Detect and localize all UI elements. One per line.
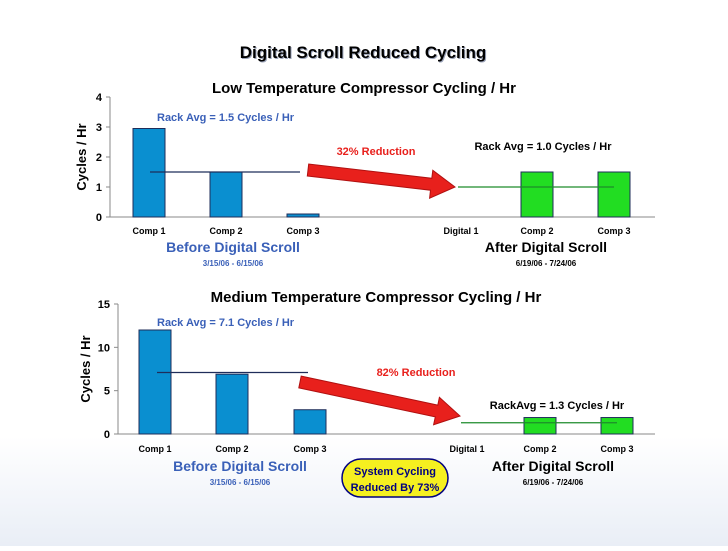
group-label-after: After Digital Scroll (485, 239, 607, 255)
category-label: Digital 1 (443, 226, 478, 236)
group-label-before: Before Digital Scroll (173, 458, 307, 474)
group-label-after: After Digital Scroll (492, 458, 614, 474)
avg-label-before: Rack Avg = 7.1 Cycles / Hr (157, 317, 295, 329)
chart-title: Medium Temperature Compressor Cycling / … (211, 289, 542, 306)
group-dates-after: 6/19/06 - 7/24/06 (516, 259, 577, 268)
y-tick-label: 1 (96, 182, 102, 194)
bar (215, 373, 249, 435)
category-label: Comp 2 (523, 444, 556, 454)
y-tick-label: 3 (96, 122, 102, 134)
reduction-arrow (298, 375, 461, 426)
y-tick-label: 0 (104, 429, 110, 441)
reduction-label: 32% Reduction (337, 146, 416, 158)
page-title: Digital Scroll Reduced Cycling (240, 43, 487, 62)
group-label-before: Before Digital Scroll (166, 239, 300, 255)
bar (520, 171, 554, 218)
category-label: Comp 3 (286, 226, 319, 236)
bar (600, 417, 634, 435)
category-label: Digital 1 (449, 444, 484, 454)
group-dates-after: 6/19/06 - 7/24/06 (523, 478, 584, 487)
reduction-arrow (306, 163, 456, 200)
summary-badge (341, 458, 449, 498)
y-tick-label: 0 (96, 212, 102, 224)
page-title-shadow: Digital Scroll Reduced Cycling (241, 44, 488, 63)
bar (132, 128, 166, 218)
summary-badge-line1: System Cycling (354, 466, 436, 478)
bar (597, 171, 631, 218)
bar (209, 171, 243, 218)
avg-label-after: Rack Avg = 1.0 Cycles / Hr (474, 141, 612, 153)
category-label: Comp 1 (132, 226, 165, 236)
category-label: Comp 1 (138, 444, 171, 454)
bar (293, 409, 327, 435)
category-label: Comp 2 (209, 226, 242, 236)
group-dates-before: 3/15/06 - 6/15/06 (210, 478, 271, 487)
group-dates-before: 3/15/06 - 6/15/06 (203, 259, 264, 268)
avg-label-before: Rack Avg = 1.5 Cycles / Hr (157, 112, 295, 124)
y-tick-label: 15 (98, 299, 110, 311)
bar (286, 213, 320, 218)
y-tick-label: 10 (98, 342, 110, 354)
y-tick-label: 5 (104, 386, 110, 398)
y-tick-label: 2 (96, 152, 102, 164)
summary-badge-line2: Reduced By 73% (351, 482, 440, 494)
bar (523, 417, 557, 435)
y-tick-label: 4 (96, 92, 103, 104)
avg-label-after: RackAvg = 1.3 Cycles / Hr (490, 400, 625, 412)
chart-title: Low Temperature Compressor Cycling / Hr (212, 80, 516, 97)
category-label: Comp 3 (293, 444, 326, 454)
category-label: Comp 2 (520, 226, 553, 236)
y-axis-label: Cycles / Hr (78, 335, 93, 402)
category-label: Comp 3 (600, 444, 633, 454)
reduction-label: 82% Reduction (377, 367, 456, 379)
y-axis-label: Cycles / Hr (74, 123, 89, 190)
category-label: Comp 2 (215, 444, 248, 454)
bar (138, 329, 172, 435)
category-label: Comp 3 (597, 226, 630, 236)
